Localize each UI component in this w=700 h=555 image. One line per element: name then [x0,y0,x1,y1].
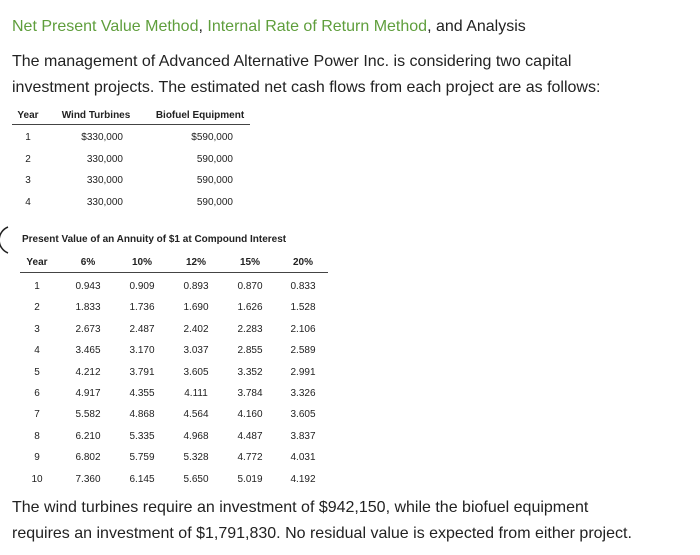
intro-line: The management of Advanced Alternative P… [12,53,572,70]
table-cell: 2.106 [290,323,316,335]
table-cell: 590,000 [196,175,233,187]
title-part: Internal Rate of Return Method [207,18,428,35]
title: Net Present Value Method, Internal Rate … [12,19,526,35]
title-part: , [198,18,208,35]
table-cell: 3.784 [237,388,263,399]
table-cell: 5.582 [75,409,101,421]
table-cell: 2 [34,302,40,314]
table-cell: 1.833 [75,302,101,314]
table-cell: 2.991 [290,366,316,378]
table-cell: 3.791 [129,366,155,378]
annuity-title: Present Value of an Annuity of $1 at Com… [22,234,287,245]
table-cell: 590,000 [196,153,233,165]
column-header: 15% [239,257,261,268]
table-cell: 5.019 [237,473,263,485]
closing-line: requires an investment of $1,791,830. No… [12,525,632,542]
table-cell: 3.352 [237,366,263,378]
table-cell: 4.868 [129,409,155,421]
intro-line: investment projects. The estimated net c… [12,79,601,96]
table-cell: 330,000 [86,153,123,165]
table-cell: 6 [34,388,40,399]
table-cell: 0.943 [75,281,101,292]
table-cell: 4.111 [184,388,208,399]
table-cell: 7.360 [75,473,101,485]
table-cell: 1.736 [129,302,155,314]
table-cell: 6.802 [75,452,101,464]
header-rule [12,124,250,125]
table-cell: 1 [34,281,40,292]
table-cell: 5.759 [129,452,155,464]
table-cell: 6.210 [75,430,101,442]
table-cell: 330,000 [86,197,123,209]
column-header: Wind Turbines [61,110,131,121]
column-header: Biofuel Equipment [155,110,245,121]
table-cell: 0.909 [129,281,155,292]
table-cell: 1.528 [290,302,316,314]
table-cell: 3.605 [290,409,316,421]
table-cell: 0.833 [290,281,316,292]
table-cell: 7 [34,409,40,421]
table-cell: 4 [34,345,40,357]
column-header: Year [17,110,39,121]
table-cell: 10 [31,473,43,485]
table-cell: 3 [34,323,40,335]
table-cell: $590,000 [191,132,233,143]
table-cell: 4.487 [237,430,263,442]
table-cell: 330,000 [86,175,123,187]
table-cell: 3.170 [129,345,155,357]
table-cell: 9 [34,452,40,464]
table-cell: 4.192 [290,473,316,485]
table-cell: 590,000 [196,197,233,209]
table-cell: 8 [34,430,40,442]
table-cell: 4.355 [129,388,155,399]
column-header: 20% [292,257,314,268]
table-cell: 4.160 [237,409,263,421]
title-part: , and Analysis [427,18,526,35]
table-cell: 2.283 [237,323,263,335]
table-cell: 2.402 [183,323,209,335]
table-cell: 1 [25,132,31,143]
column-header: 6% [80,257,96,268]
column-header: Year [26,257,48,268]
table-cell: $330,000 [81,132,123,143]
table-cell: 5 [34,366,40,378]
table-cell: 5.650 [183,473,209,485]
table-cell: 3.837 [290,430,316,442]
table-cell: 2.589 [290,345,316,357]
table-cell: 0.870 [237,281,263,292]
table-cell: 1.626 [237,302,263,314]
title-part: Net Present Value Method [12,18,199,35]
table-cell: 3.465 [75,345,101,357]
table-cell: 4.968 [183,430,209,442]
table-cell: 2.673 [75,323,101,335]
table-cell: 5.335 [129,430,155,442]
table-cell: 5.328 [183,452,209,464]
table-cell: 6.145 [129,473,155,485]
table-cell: 2 [25,153,31,165]
table-cell: 3.326 [290,388,316,399]
table-cell: 4.031 [290,452,316,464]
table-cell: 0.893 [183,281,209,292]
table-cell: 1.690 [183,302,209,314]
table-cell: 3.037 [183,345,209,357]
table-cell: 4.212 [75,366,101,378]
column-header: 10% [131,257,153,268]
table-cell: 4 [25,197,31,209]
closing-line: The wind turbines require an investment … [12,499,589,516]
header-rule [20,272,328,273]
table-cell: 2.855 [237,345,263,357]
table-cell: 3.605 [183,366,209,378]
column-header: 12% [185,257,207,268]
table-cell: 4.564 [183,409,209,421]
table-cell: 4.772 [237,452,263,464]
bracket [0,226,9,254]
table-cell: 3 [25,175,31,187]
table-cell: 4.917 [75,388,101,399]
table-cell: 2.487 [129,323,155,335]
